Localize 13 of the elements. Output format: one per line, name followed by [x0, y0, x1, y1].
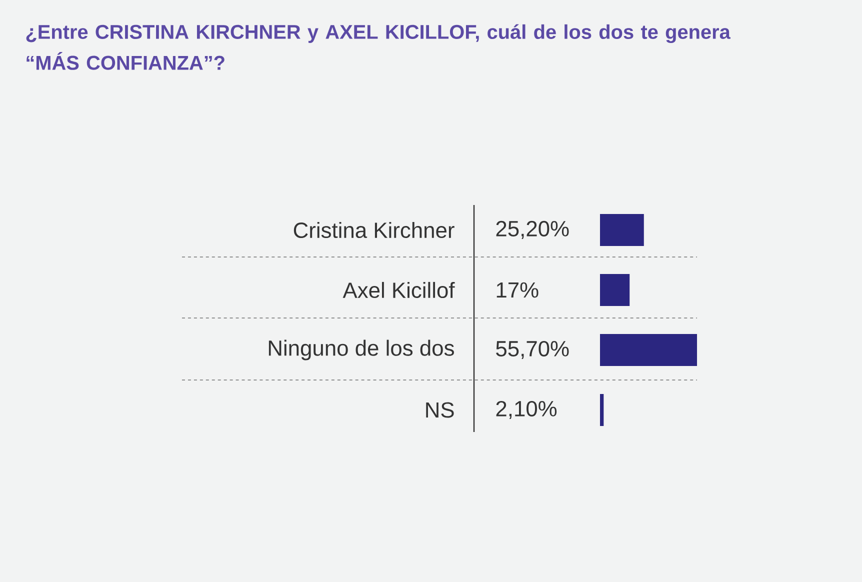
data-label: 25,20% — [496, 220, 569, 240]
y-tick-label: NS — [426, 402, 454, 418]
bar — [600, 334, 698, 366]
bar — [600, 394, 604, 426]
y-tick-label: Ninguno de los dos — [268, 340, 454, 360]
text: ¿Entre CRISTINA KIRCHNER y AXEL KICILLOF, cuál de los dos te genera “MÁS CONFIANZA”? — [26, 24, 731, 70]
bar — [600, 214, 644, 246]
data-label: 2,10% — [496, 400, 557, 420]
y-tick-label: Cristina Kirchner — [294, 222, 454, 238]
bar — [600, 274, 630, 306]
y-tick-label: Axel Kicillof — [342, 282, 455, 298]
data-label: 55,70% — [496, 340, 569, 360]
data-label: 17% — [496, 282, 538, 298]
